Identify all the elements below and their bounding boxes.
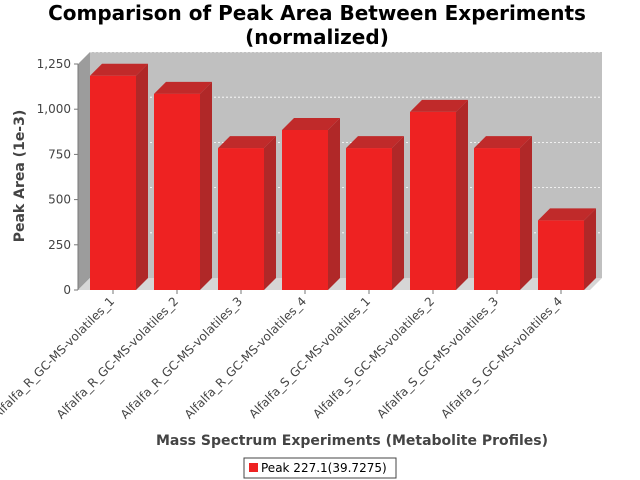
bar [218,148,264,290]
bar-top [410,99,468,112]
bar-side [136,63,148,290]
bar [90,75,136,290]
x-tick-label: Alfalfa_R_GC-MS-volatiles_2 [54,294,181,421]
bar [410,111,456,290]
x-tick-label: Alfalfa_S_GC-MS-volatiles_3 [374,294,501,421]
bar-side [200,81,212,290]
x-tick-label: Alfalfa_S_GC-MS-volatiles_2 [310,294,437,421]
plot-side-wall [78,52,90,290]
bar-top [282,117,340,130]
bar [154,93,200,290]
y-tick-label: 0 [63,283,71,297]
x-tick-label: Alfalfa_S_GC-MS-volatiles_4 [438,294,565,421]
bar [538,220,584,290]
bar-top [218,136,276,149]
bar-side [456,99,468,290]
bar-side [264,136,276,290]
chart-subtitle: (normalized) [245,25,389,49]
legend-box [243,457,397,479]
y-axis-label: Peak Area (1e-3) [12,110,28,243]
plot-area: 0 250 500 750 1,000 1,250 Alfalfa_R_GC-MS-vola… [0,51,602,422]
y-tick-label: 1,250 [37,57,71,71]
chart-title: Comparison of Peak Area Between Experime… [48,1,586,25]
x-tick-label: Alfalfa_R_GC-MS-volatiles_4 [182,294,309,421]
legend: Peak 227.1(39.7275) [243,457,397,479]
bar [282,129,328,290]
x-tick-label: Alfalfa_R_GC-MS-volatiles_3 [118,294,245,421]
x-tick-label: Alfalfa_R_GC-MS-volatiles_1 [0,294,117,421]
legend-label: Peak 227.1(39.7275) [261,461,387,475]
y-tick-label: 500 [48,193,71,207]
bar-top [538,208,596,221]
bar-top [90,63,148,76]
bar-side [584,208,596,290]
x-tick-label: Alfalfa_S_GC-MS-volatiles_1 [246,294,373,421]
bar-top [154,81,212,94]
bar-top [346,136,404,149]
legend-swatch [249,463,258,472]
bar-side [392,136,404,290]
bar-top [474,136,532,149]
bar [346,148,392,290]
y-tick-label: 1,000 [37,102,71,116]
bar [474,148,520,290]
y-tick-label: 250 [48,238,71,252]
x-axis-label: Mass Spectrum Experiments (Metabolite Pr… [156,433,548,449]
bar-side [520,136,532,290]
bar-side [328,117,340,290]
y-tick-label: 750 [48,147,71,161]
